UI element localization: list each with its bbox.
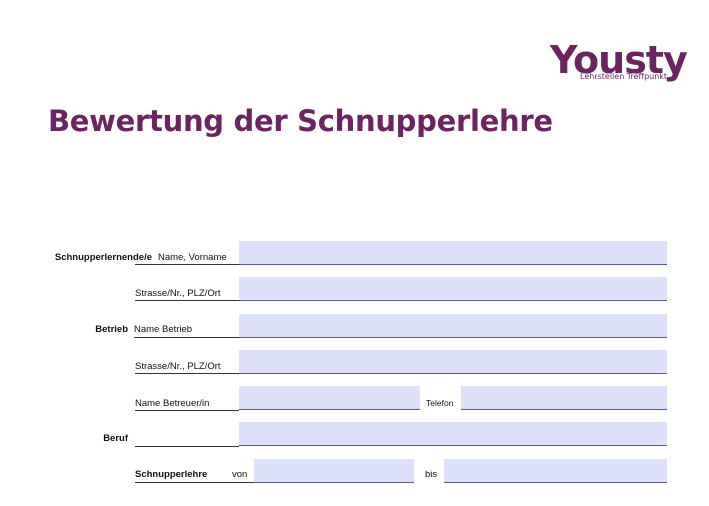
field-label: Schnupperlehre	[135, 469, 208, 480]
underline	[134, 337, 239, 338]
underline	[135, 446, 239, 447]
text-field[interactable]	[239, 241, 667, 265]
text-field[interactable]	[239, 350, 667, 374]
underline	[135, 410, 239, 411]
section-label: Betrieb	[95, 324, 128, 335]
field-label: bis	[425, 469, 438, 480]
text-field[interactable]	[239, 277, 667, 301]
page-title: Bewertung der Schnupperlehre	[48, 104, 553, 138]
text-field[interactable]	[239, 422, 667, 446]
section-label: Beruf	[103, 433, 128, 444]
text-field[interactable]	[239, 386, 420, 410]
text-field[interactable]	[444, 459, 667, 483]
field-label: Strasse/Nr., PLZ/Ort	[135, 361, 221, 372]
underline	[135, 482, 254, 483]
field-label: Name Betrieb	[134, 324, 193, 335]
section-label: Schnupperlernende/e	[54, 252, 152, 263]
logo: Yousty	[550, 38, 688, 82]
text-field[interactable]	[239, 314, 667, 338]
text-field[interactable]	[254, 459, 414, 483]
underline	[135, 264, 239, 265]
underline	[135, 300, 239, 301]
field-label: Name Betreuer/in	[135, 398, 210, 409]
underline	[135, 373, 239, 374]
logo-tagline: Lehrstellen Treffpunkt	[580, 72, 668, 81]
text-field[interactable]	[461, 386, 667, 410]
field-label: Telefon	[426, 398, 454, 408]
field-label: Name, Vorname	[158, 252, 227, 263]
field-label: von	[232, 469, 248, 480]
field-label: Strasse/Nr., PLZ/Ort	[135, 288, 221, 299]
